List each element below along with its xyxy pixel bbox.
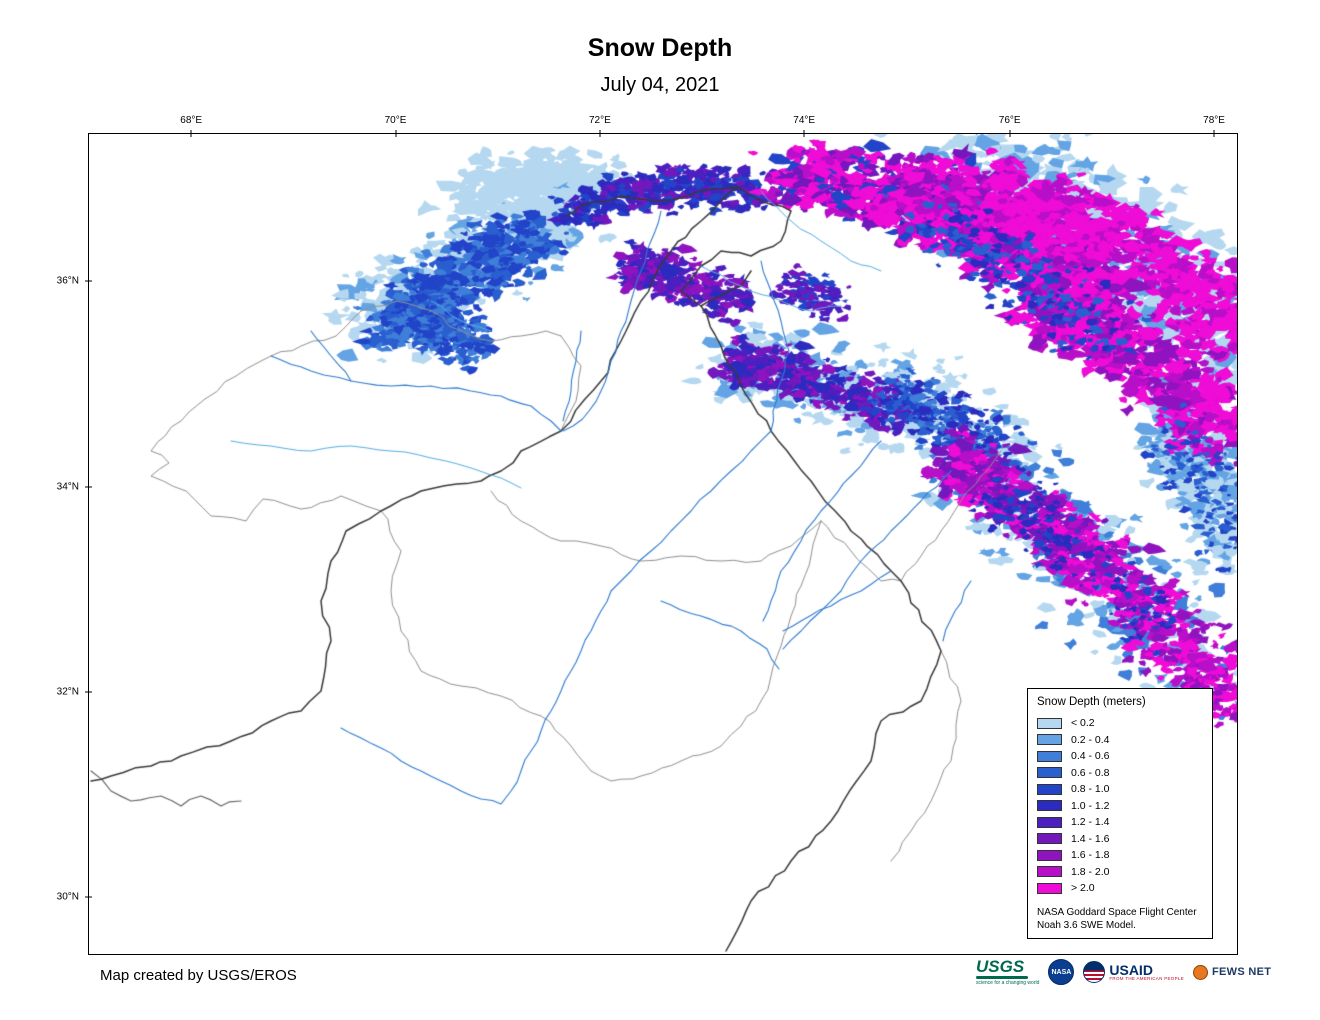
- nasa-logo: NASA: [1048, 959, 1075, 985]
- legend-swatch: [1037, 783, 1062, 795]
- legend-label: 1.8 - 2.0: [1071, 865, 1110, 878]
- legend-label: 1.4 - 1.6: [1071, 832, 1110, 845]
- usgs-tagline: science for a changing world: [976, 980, 1040, 986]
- legend-label: 0.6 - 0.8: [1071, 766, 1110, 779]
- legend-note-line2: Noah 3.6 SWE Model.: [1037, 919, 1136, 931]
- legend-swatch: [1037, 833, 1062, 845]
- legend-swatch: [1037, 734, 1062, 746]
- x-tick-label: 78°E: [1203, 115, 1225, 126]
- x-tick-mark: [1009, 130, 1011, 137]
- y-tick-label: 32°N: [56, 686, 79, 698]
- attribution-text: Map created by USGS/EROS: [100, 967, 297, 984]
- fewsnet-logo-text: FEWS NET: [1212, 966, 1272, 978]
- x-tick-mark: [1213, 130, 1215, 137]
- x-tick-mark: [599, 130, 601, 137]
- usgs-wave-icon: [976, 976, 1028, 979]
- legend-swatch: [1037, 866, 1062, 878]
- legend-title: Snow Depth (meters): [1037, 696, 1146, 708]
- x-tick-label: 74°E: [793, 115, 816, 126]
- legend-row: 1.4 - 1.6: [1037, 831, 1204, 848]
- legend-row: 1.8 - 2.0: [1037, 864, 1204, 881]
- usgs-logo-text: USGS: [976, 957, 1025, 976]
- fewsnet-globe-icon: [1193, 964, 1209, 980]
- y-tick-label: 34°N: [56, 481, 79, 493]
- legend-row: 0.6 - 0.8: [1037, 765, 1204, 782]
- legend-swatch: [1037, 800, 1062, 812]
- legend-row: > 2.0: [1037, 880, 1204, 897]
- y-axis-ticks: 36°N 34°N 32°N 30°N: [39, 134, 92, 954]
- legend: Snow Depth (meters) < 0.2 0.2 - 0.4 0.4 - …: [1027, 688, 1213, 939]
- legend-swatch: [1037, 767, 1062, 779]
- legend-row: 0.4 - 0.6: [1037, 748, 1204, 765]
- legend-swatch: [1037, 816, 1062, 828]
- x-tick-label: 68°E: [180, 115, 203, 126]
- legend-label: 1.0 - 1.2: [1071, 799, 1110, 812]
- x-axis-ticks: 68°E 70°E 72°E 74°E 76°E 78°E: [89, 112, 1237, 137]
- y-tick-mark: [85, 280, 92, 282]
- page-title: Snow Depth: [587, 34, 733, 62]
- legend-note: NASA Goddard Space Flight Center Noah 3.…: [1037, 906, 1204, 932]
- usaid-tagline: FROM THE AMERICAN PEOPLE: [1109, 975, 1185, 981]
- x-tick-mark: [803, 130, 805, 137]
- usaid-emblem-icon: [1083, 961, 1106, 983]
- x-tick-label: 76°E: [998, 115, 1021, 126]
- x-tick-mark: [190, 130, 192, 137]
- legend-entries: < 0.2 0.2 - 0.4 0.4 - 0.6 0.6 - 0.8 0.8 - 1.…: [1037, 715, 1204, 897]
- y-tick-mark: [85, 691, 92, 693]
- legend-swatch: [1037, 882, 1062, 894]
- usaid-logo: USAID FROM THE AMERICAN PEOPLE: [1083, 961, 1184, 983]
- legend-note-line1: NASA Goddard Space Flight Center: [1037, 906, 1197, 918]
- legend-label: 0.2 - 0.4: [1071, 733, 1110, 746]
- x-tick-label: 72°E: [588, 115, 611, 126]
- legend-label: < 0.2: [1071, 717, 1095, 730]
- map-frame: 68°E 70°E 72°E 74°E 76°E 78°E 36°N 34°N 32°N 30°…: [57, 115, 1238, 955]
- legend-label: 0.4 - 0.6: [1071, 750, 1110, 763]
- legend-row: 1.6 - 1.8: [1037, 847, 1204, 864]
- legend-row: 1.0 - 1.2: [1037, 798, 1204, 815]
- legend-label: 0.8 - 1.0: [1071, 783, 1110, 796]
- legend-row: < 0.2: [1037, 715, 1204, 732]
- y-tick-label: 30°N: [56, 891, 79, 903]
- legend-swatch: [1037, 750, 1062, 762]
- logo-row: USGS science for a changing world NASA U…: [976, 958, 1271, 986]
- usaid-logo-text: USAID: [1109, 961, 1153, 978]
- legend-label: 1.2 - 1.4: [1071, 816, 1110, 829]
- legend-row: 1.2 - 1.4: [1037, 814, 1204, 831]
- legend-swatch: [1037, 849, 1062, 861]
- legend-row: 0.8 - 1.0: [1037, 781, 1204, 798]
- legend-label: > 2.0: [1071, 882, 1095, 895]
- fewsnet-logo: FEWS NET: [1193, 964, 1272, 980]
- legend-swatch: [1037, 717, 1062, 729]
- nasa-meatball-icon: NASA: [1048, 959, 1075, 985]
- legend-row: 0.2 - 0.4: [1037, 732, 1204, 749]
- map-date: July 04, 2021: [600, 74, 720, 96]
- y-tick-label: 36°N: [56, 275, 79, 287]
- legend-label: 1.6 - 1.8: [1071, 849, 1110, 862]
- y-tick-mark: [85, 486, 92, 488]
- usgs-logo: USGS science for a changing world: [976, 958, 1039, 986]
- x-tick-label: 70°E: [384, 115, 407, 126]
- x-tick-mark: [395, 130, 397, 137]
- y-tick-mark: [85, 896, 92, 898]
